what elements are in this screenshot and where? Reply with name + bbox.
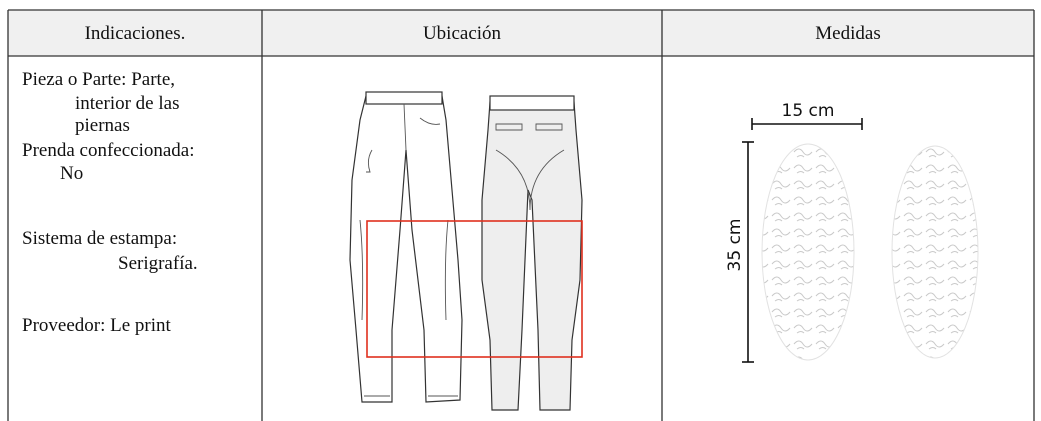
header-background (8, 10, 1034, 56)
print-shape (761, 143, 855, 361)
column-header: Indicaciones. (85, 23, 186, 44)
indication-text: Prenda confeccionada: (22, 140, 195, 161)
height-label: 35 cm (725, 219, 745, 272)
indication-text: No (60, 163, 83, 184)
print-shape (891, 145, 979, 359)
print-location-box (366, 220, 583, 358)
pants-back-drawing (481, 95, 583, 411)
width-dimension (751, 118, 863, 130)
pants-front-drawing (349, 91, 463, 403)
column-header: Ubicación (423, 23, 502, 44)
indication-text: Proveedor: Le print (22, 315, 172, 336)
height-dimension (742, 141, 754, 363)
indication-text: interior de las (75, 93, 179, 114)
column-header: Medidas (815, 23, 880, 44)
indication-text: Sistema de estampa: (22, 228, 177, 249)
indication-text: Pieza o Parte: Parte, (22, 69, 175, 90)
width-label: 15 cm (782, 101, 835, 121)
indication-text: piernas (75, 115, 130, 136)
indication-text: Serigrafía. (118, 253, 198, 274)
